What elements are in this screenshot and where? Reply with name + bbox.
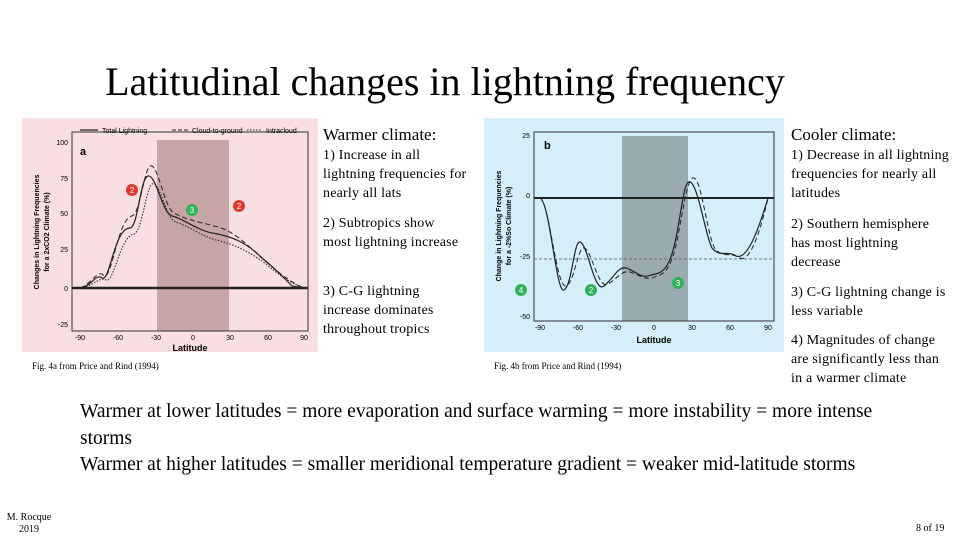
- figure-4b-tropics-band: [622, 136, 688, 321]
- figure-4a-panel-label: a: [80, 146, 87, 158]
- footer-author: M. Rocque 2019: [4, 512, 54, 536]
- xtick: 60: [726, 325, 734, 332]
- xtick: 0: [652, 325, 656, 332]
- legend-ic: Intracloud: [266, 128, 297, 135]
- figure-4a-ylabel: Changes in Lightning Frequencies: [34, 175, 41, 290]
- figure-4a-xlabel: Latitude: [173, 343, 208, 352]
- cooler-heading: Cooler climate:: [791, 125, 897, 144]
- xtick: -60: [113, 335, 123, 342]
- ytick: 100: [56, 140, 68, 147]
- cooler-item-4: 4) Magnitudes of change are significantl…: [791, 333, 940, 386]
- svg-text:2: 2: [589, 286, 594, 295]
- author-year: 2019: [19, 524, 39, 535]
- figure-4a: Total Lightning Cloud-to-ground Intraclo…: [22, 118, 318, 352]
- cooler-item-1: 1) Decrease in all lightning frequencies…: [791, 148, 949, 201]
- ytick: -25: [520, 254, 530, 261]
- cooler-item-2: 2) Southern hemisphere has most lightnin…: [791, 217, 930, 270]
- warmer-item-1: 1) Increase in all lightning frequencies…: [323, 148, 467, 201]
- figure-4b-ylabel: Change in Lightning Frequencies: [496, 170, 503, 281]
- figure-4b: b 25 0 -25 -50 -90 -60 -30 0 30 60 90 La…: [484, 118, 784, 352]
- warmer-item-2: 2) Subtropics show most lightning increa…: [323, 216, 459, 250]
- figure-4a-tropics-band: [157, 140, 229, 331]
- marker-2-left: 2: [126, 184, 138, 196]
- xtick: 90: [764, 325, 772, 332]
- xtick: 30: [688, 325, 696, 332]
- xtick: 0: [191, 335, 195, 342]
- svg-text:3: 3: [676, 279, 681, 288]
- svg-text:4: 4: [519, 286, 524, 295]
- ytick: 25: [60, 247, 68, 254]
- marker-4: 4: [515, 284, 527, 296]
- curve-cg-b: [539, 177, 769, 287]
- cooler-item-3: 3) C-G lightning change is less variable: [791, 285, 946, 319]
- figure-4b-panel-label: b: [544, 140, 551, 152]
- svg-text:2: 2: [237, 202, 242, 211]
- figure-4b-caption: Fig. 4b from Price and Rind (1994): [494, 361, 622, 371]
- xtick: 60: [264, 335, 272, 342]
- marker-3: 3: [186, 204, 198, 216]
- ytick: -50: [520, 314, 530, 321]
- ytick: 25: [522, 133, 530, 140]
- xtick: -30: [151, 335, 161, 342]
- warmer-heading: Warmer climate:: [323, 125, 437, 144]
- xtick: -90: [75, 335, 85, 342]
- legend-cg: Cloud-to-ground: [192, 128, 243, 135]
- curve-total-b: [539, 181, 769, 291]
- curve-cg: [79, 165, 305, 289]
- warmer-item-3: 3) C-G lightning increase dominates thro…: [323, 284, 434, 337]
- figure-4b-xlabel: Latitude: [637, 335, 672, 345]
- figure-4a-caption: Fig. 4a from Price and Rind (1994): [32, 361, 159, 371]
- xtick: 90: [300, 335, 308, 342]
- author-name: M. Rocque: [6, 512, 52, 523]
- xtick: 30: [226, 335, 234, 342]
- ytick: -25: [58, 322, 68, 329]
- ytick: 75: [60, 176, 68, 183]
- ytick: 0: [526, 193, 530, 200]
- xtick: -60: [573, 325, 583, 332]
- figure-4b-ylabel-2: for a -2%So Climate (%): [506, 187, 513, 266]
- svg-text:2: 2: [130, 186, 135, 195]
- bottom-text: Warmer at lower latitudes = more evapora…: [80, 399, 880, 479]
- svg-text:3: 3: [190, 206, 195, 215]
- legend-total: Total Lightning: [102, 128, 147, 135]
- curve-ic: [79, 183, 305, 289]
- ytick: 50: [60, 211, 68, 218]
- xtick: -90: [535, 325, 545, 332]
- ytick: 0: [64, 286, 68, 293]
- figure-4a-ylabel-2: for a 2xCO2 Climate (%): [44, 192, 51, 271]
- marker-2-b: 2: [585, 284, 597, 296]
- page-number: 8 of 19: [916, 523, 945, 534]
- marker-2-right: 2: [233, 200, 245, 212]
- xtick: -30: [611, 325, 621, 332]
- marker-3-b: 3: [672, 277, 684, 289]
- bottom-line-1: Warmer at lower latitudes = more evapora…: [80, 401, 873, 449]
- bottom-line-2: Warmer at higher latitudes = smaller mer…: [80, 454, 856, 475]
- slide-title: Latitudinal changes in lightning frequen…: [105, 59, 785, 104]
